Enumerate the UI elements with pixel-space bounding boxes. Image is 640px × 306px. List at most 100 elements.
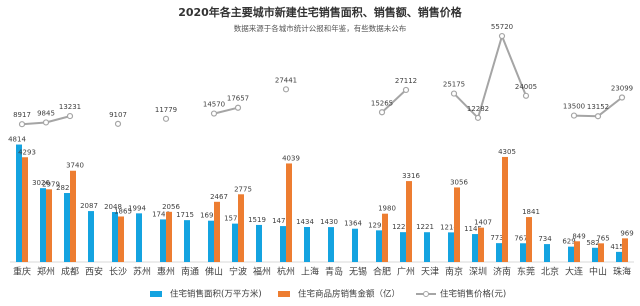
value-label: 3316 bbox=[402, 172, 420, 180]
bar bbox=[502, 156, 508, 262]
value-label: 4293 bbox=[18, 148, 36, 156]
value-label: 1841 bbox=[522, 208, 540, 216]
price-marker bbox=[522, 92, 530, 99]
bar bbox=[304, 227, 310, 262]
bar bbox=[46, 189, 52, 262]
price-marker bbox=[450, 90, 458, 97]
bar bbox=[166, 211, 172, 262]
x-tick-label: 成都 bbox=[61, 266, 79, 278]
price-marker bbox=[618, 94, 626, 101]
value-label: 23099 bbox=[611, 84, 633, 92]
chart-subtitle: 数据来源于各城市统计公报和年鉴，有些数据未公布 bbox=[234, 23, 407, 33]
value-label: 2827 bbox=[56, 184, 74, 192]
value-label: 4814 bbox=[8, 136, 26, 144]
value-label: 1472 bbox=[272, 217, 290, 225]
legend-swatch bbox=[278, 291, 290, 297]
x-tick-label: 中山 bbox=[589, 266, 607, 278]
value-label: 2979 bbox=[42, 180, 60, 188]
x-tick-label: 南通 bbox=[181, 266, 199, 278]
legend-label: 住宅销售面积(万平方米) bbox=[170, 289, 262, 300]
value-label: 1364 bbox=[344, 220, 362, 228]
x-tick-label: 深圳 bbox=[469, 267, 487, 278]
bar bbox=[286, 163, 292, 262]
x-tick-label: 济南 bbox=[493, 266, 511, 278]
value-label: 1519 bbox=[248, 216, 266, 224]
x-tick-label: 大连 bbox=[565, 266, 583, 278]
bar bbox=[598, 243, 604, 262]
x-tick-label: 郑州 bbox=[37, 266, 55, 278]
x-tick-label: 上海 bbox=[301, 266, 319, 278]
price-marker bbox=[498, 32, 506, 40]
bar bbox=[184, 220, 190, 262]
value-label: 8917 bbox=[13, 111, 31, 119]
value-label: 969 bbox=[620, 229, 633, 237]
value-label: 2775 bbox=[234, 185, 252, 193]
value-label: 13500 bbox=[563, 103, 585, 111]
value-label: 3056 bbox=[450, 178, 468, 186]
value-label: 4305 bbox=[498, 148, 516, 156]
bar bbox=[256, 224, 262, 262]
value-label: 14570 bbox=[203, 101, 225, 109]
value-label: 3026 bbox=[32, 179, 50, 187]
value-label: 767 bbox=[514, 234, 527, 242]
bar bbox=[280, 226, 286, 262]
bar bbox=[568, 246, 574, 262]
value-label: 2087 bbox=[80, 202, 98, 210]
price-marker bbox=[18, 121, 26, 128]
value-label: 25175 bbox=[443, 81, 465, 89]
x-tick-label: 杭州 bbox=[277, 266, 295, 278]
bar bbox=[118, 216, 124, 262]
price-marker bbox=[282, 86, 290, 93]
value-label: 1693 bbox=[200, 212, 218, 220]
bar bbox=[40, 188, 46, 262]
value-label: 9845 bbox=[37, 109, 55, 117]
bar bbox=[112, 212, 118, 262]
value-label: 1573 bbox=[224, 215, 242, 223]
x-tick-label: 长沙 bbox=[109, 266, 127, 278]
bar bbox=[136, 213, 142, 262]
bar bbox=[544, 244, 550, 262]
price-marker bbox=[210, 110, 218, 117]
bar bbox=[22, 157, 28, 262]
value-label: 1746 bbox=[152, 210, 170, 218]
price-marker bbox=[114, 120, 122, 127]
x-tick-label: 广州 bbox=[397, 266, 415, 278]
x-tick-label: 惠州 bbox=[157, 266, 175, 278]
bar bbox=[160, 219, 166, 262]
bar bbox=[328, 227, 334, 262]
chart-title: 2020年各主要城市新建住宅销售面积、销售额、销售价格 bbox=[178, 5, 463, 19]
bar bbox=[88, 211, 94, 262]
bar bbox=[64, 193, 70, 262]
x-tick-label: 无锡 bbox=[349, 267, 367, 278]
value-label: 773 bbox=[490, 234, 503, 242]
value-label: 1221 bbox=[416, 223, 434, 231]
bar bbox=[496, 243, 502, 262]
bar bbox=[214, 201, 220, 262]
value-label: 1980 bbox=[378, 205, 396, 213]
x-tick-label: 佛山 bbox=[205, 266, 223, 278]
value-label: 4039 bbox=[282, 154, 300, 162]
value-label: 27112 bbox=[395, 77, 417, 85]
bar bbox=[472, 234, 478, 262]
x-tick-label: 北京 bbox=[541, 266, 559, 278]
bar bbox=[352, 228, 358, 262]
value-label: 734 bbox=[538, 235, 552, 243]
value-label: 15265 bbox=[371, 99, 393, 107]
value-label: 629 bbox=[562, 238, 575, 246]
price-marker bbox=[234, 104, 242, 111]
value-label: 1865 bbox=[114, 207, 132, 215]
legend-label: 住宅商品房销售金额（亿） bbox=[298, 289, 400, 300]
bar bbox=[424, 232, 430, 262]
value-label: 2056 bbox=[162, 203, 180, 211]
value-label: 2467 bbox=[210, 193, 228, 201]
legend-swatch bbox=[423, 291, 429, 297]
value-label: 13231 bbox=[59, 103, 81, 111]
price-marker bbox=[66, 112, 74, 120]
value-label: 3740 bbox=[66, 162, 84, 170]
value-label: 849 bbox=[572, 232, 585, 240]
value-label: 9107 bbox=[109, 111, 127, 119]
price-marker bbox=[378, 109, 386, 116]
bar bbox=[520, 243, 526, 262]
value-label: 765 bbox=[596, 234, 609, 242]
bar bbox=[238, 194, 244, 262]
